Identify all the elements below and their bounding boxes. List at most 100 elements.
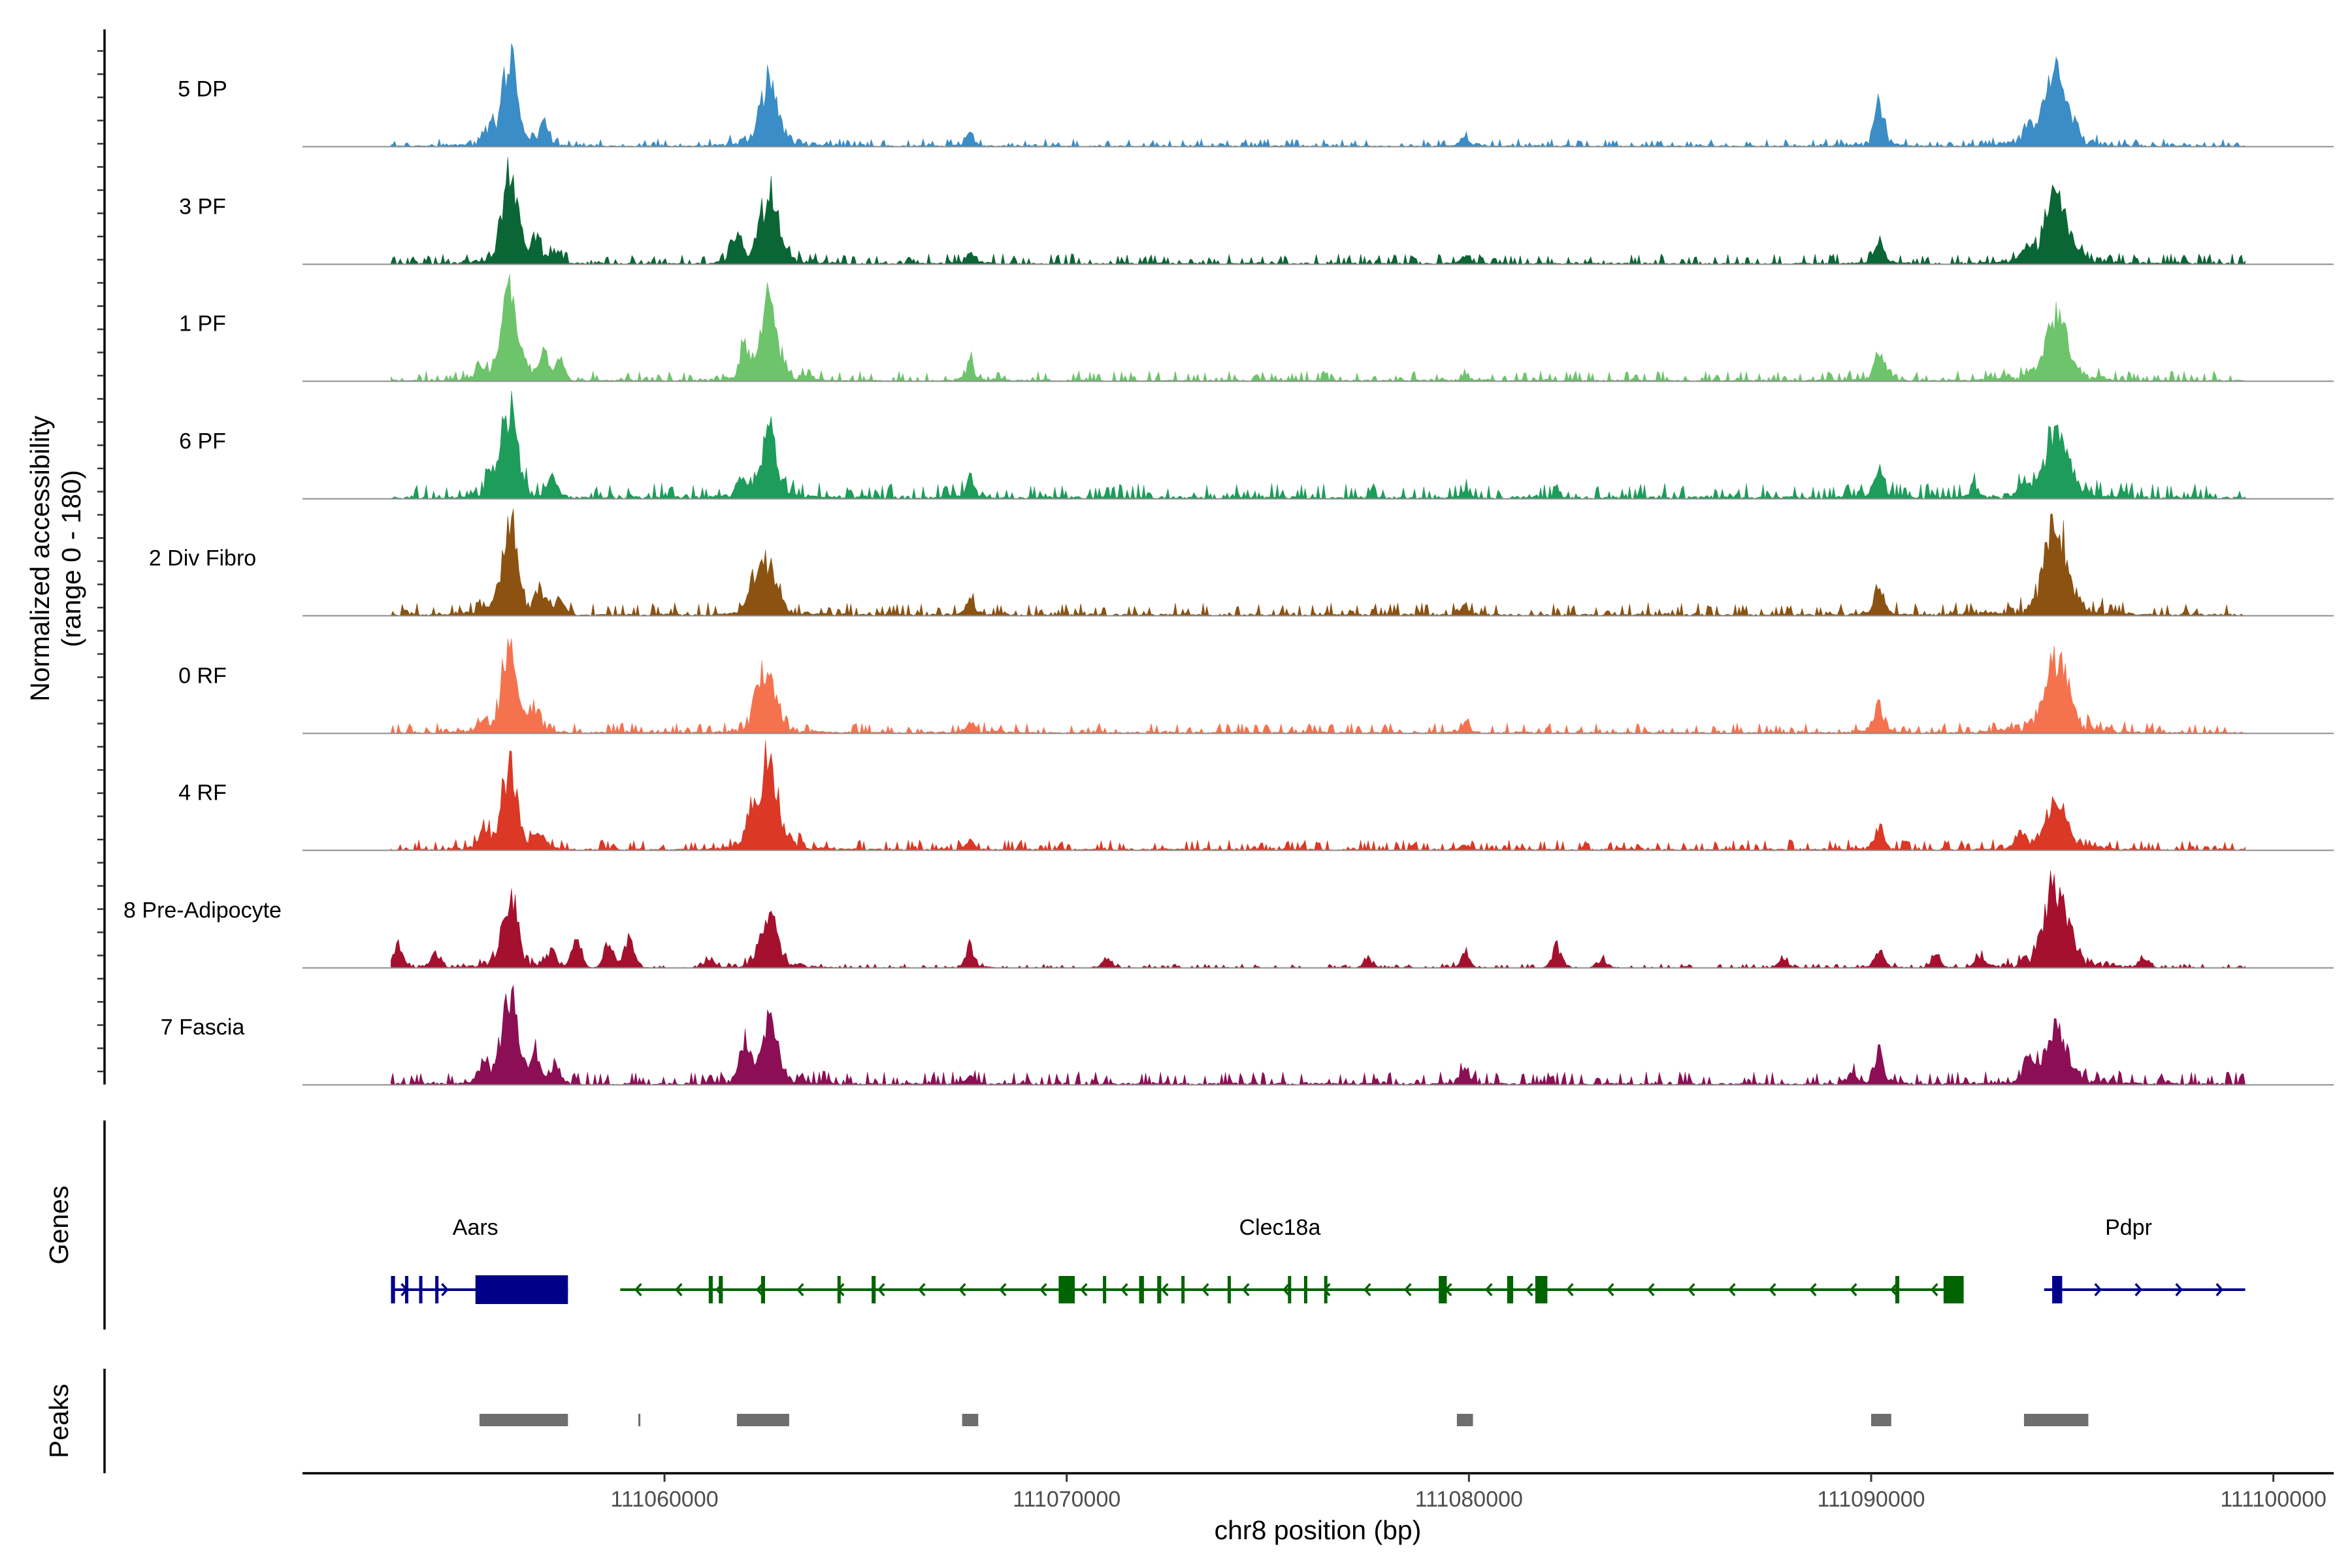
strand-arrow xyxy=(1526,1282,1533,1297)
strand-arrow xyxy=(1485,1282,1493,1297)
track-label: 3 PF xyxy=(179,195,226,220)
strand-arrow xyxy=(2134,1282,2143,1297)
strand-arrow xyxy=(2094,1282,2102,1297)
x-tick-label: 111090000 xyxy=(1817,1487,1925,1512)
coverage-track: 7 Fascia xyxy=(161,985,2334,1086)
gene-exon xyxy=(475,1275,568,1304)
genes-track: Aars Clec18a Pdpr xyxy=(391,1215,2246,1304)
gene-label: Aars xyxy=(453,1215,498,1240)
gene-exon xyxy=(1181,1276,1185,1303)
track-label: 4 RF xyxy=(178,781,227,806)
coverage-area xyxy=(391,43,2246,148)
gene-exon xyxy=(1103,1276,1107,1303)
genes-track-label: Genes xyxy=(44,1186,74,1265)
strand-arrow xyxy=(918,1282,926,1297)
gene-exon xyxy=(708,1276,713,1303)
strand-arrow xyxy=(796,1282,804,1297)
gene-exon xyxy=(1943,1276,1964,1303)
track-label: 6 PF xyxy=(179,429,226,454)
coverage-track: 2 Div Fibro xyxy=(149,508,2334,617)
x-tick-label: 111070000 xyxy=(1013,1487,1120,1512)
strand-arrow xyxy=(1931,1282,1938,1297)
coverage-track: 6 PF xyxy=(179,391,2334,500)
coverage-area xyxy=(391,870,2246,969)
strand-arrow xyxy=(1120,1282,1128,1297)
x-tick-label: 111100000 xyxy=(2220,1487,2327,1512)
left-axes xyxy=(97,29,106,1473)
coverage-track: 5 DP xyxy=(178,43,2334,148)
gene-exon xyxy=(1227,1276,1231,1303)
gene-exon xyxy=(1288,1276,1292,1303)
coverage-track: 0 RF xyxy=(178,638,2334,734)
gene-exon xyxy=(435,1276,439,1303)
gene-exon xyxy=(404,1276,408,1303)
track-label: 2 Div Fibro xyxy=(149,546,256,571)
gene-exon xyxy=(837,1276,841,1303)
strand-arrow xyxy=(1809,1282,1817,1297)
coverage-track: 4 RF xyxy=(178,740,2334,851)
peak-region xyxy=(736,1414,789,1426)
coverage-area xyxy=(391,157,2246,265)
gene-exon xyxy=(419,1276,423,1303)
strand-arrow xyxy=(1242,1282,1250,1297)
gene-exon xyxy=(1439,1276,1447,1303)
gene-exon xyxy=(1507,1276,1514,1303)
strand-arrow xyxy=(1080,1282,1088,1297)
coverage-track: 1 PF xyxy=(179,274,2334,382)
gene: Aars xyxy=(391,1215,568,1304)
gene-exon xyxy=(1139,1276,1144,1303)
strand-arrow xyxy=(634,1282,642,1297)
gene: Pdpr xyxy=(2044,1215,2246,1303)
strand-arrow xyxy=(2215,1282,2224,1297)
peak-region xyxy=(638,1414,641,1426)
y-axis-label-line2: (range 0 - 180) xyxy=(56,470,86,647)
gene: Clec18a xyxy=(620,1215,1964,1303)
x-axis-label: chr8 position (bp) xyxy=(1215,1515,1422,1545)
coverage-track: 8 Pre-Adipocyte xyxy=(123,870,2334,969)
coverage-area xyxy=(391,638,2246,734)
strand-arrow xyxy=(958,1282,966,1297)
gene-exon xyxy=(719,1276,723,1303)
gene-exon xyxy=(1157,1276,1162,1303)
strand-arrow xyxy=(1364,1282,1371,1297)
strand-arrow xyxy=(1404,1282,1412,1297)
strand-arrow xyxy=(1282,1282,1290,1297)
strand-arrow xyxy=(1850,1282,1857,1297)
track-label: 1 PF xyxy=(179,312,226,336)
peaks-track xyxy=(479,1414,2089,1426)
x-tick-label: 111080000 xyxy=(1415,1487,1523,1512)
strand-arrow xyxy=(1769,1282,1776,1297)
x-tick-label: 111060000 xyxy=(611,1487,719,1512)
gene-label: Pdpr xyxy=(2105,1215,2152,1240)
coverage-area xyxy=(391,985,2246,1086)
track-label: 5 DP xyxy=(178,77,227,102)
strand-arrow xyxy=(1647,1282,1655,1297)
gene-exon xyxy=(2052,1276,2063,1303)
coverage-area xyxy=(391,274,2246,382)
gene-exon xyxy=(872,1276,876,1303)
strand-arrow xyxy=(675,1282,683,1297)
coverage-area xyxy=(391,740,2246,851)
peak-region xyxy=(2023,1414,2089,1426)
gene-exon xyxy=(760,1276,765,1303)
peak-region xyxy=(1871,1414,1891,1426)
peaks-track-label: Peaks xyxy=(44,1384,74,1458)
strand-arrow xyxy=(1161,1282,1169,1297)
coverage-track: 3 PF xyxy=(179,157,2334,265)
strand-arrow xyxy=(1688,1282,1695,1297)
peak-region xyxy=(962,1414,979,1426)
gene-exon xyxy=(391,1276,395,1303)
gene-label: Clec18a xyxy=(1239,1215,1321,1240)
track-label: 7 Fascia xyxy=(161,1015,245,1040)
track-label: 8 Pre-Adipocyte xyxy=(123,898,282,923)
peak-region xyxy=(479,1414,568,1426)
strand-arrow xyxy=(1039,1282,1047,1297)
gene-exon xyxy=(1324,1276,1328,1303)
strand-arrow xyxy=(1728,1282,1736,1297)
gene-exon xyxy=(1303,1276,1307,1303)
coverage-area xyxy=(391,391,2246,500)
strand-arrow xyxy=(756,1282,764,1297)
strand-arrow xyxy=(1607,1282,1614,1297)
strand-arrow xyxy=(1201,1282,1209,1297)
